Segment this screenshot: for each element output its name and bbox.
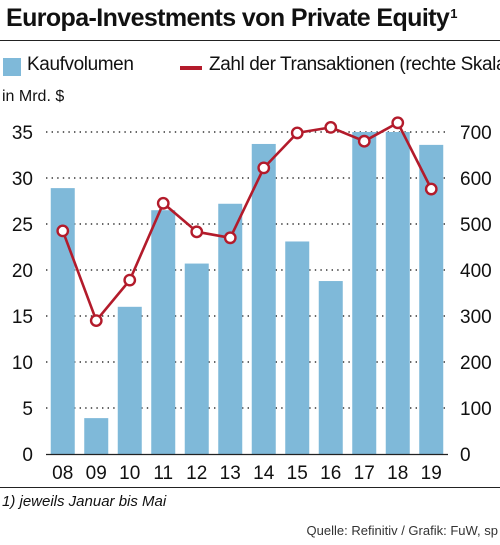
bar-09 [84,418,109,454]
bar-17 [352,132,377,454]
transactions-line [61,121,433,322]
bar-19 [419,144,444,454]
transactions-point-19 [424,182,438,196]
bar-12 [184,263,209,454]
left-tick-label-1: 5 [22,399,33,420]
transactions-point-08 [56,224,70,238]
right-tick-label-1: 100 [460,399,492,420]
x-tick-label-17: 17 [354,463,375,484]
transactions-point-11 [156,196,170,210]
transactions-point-10 [123,273,137,287]
left-tick-label-4: 20 [12,261,33,282]
x-tick-label-19: 19 [421,463,442,484]
left-axis-unit-label: in Mrd. $ [2,88,65,105]
x-tick-label-15: 15 [287,463,308,484]
right-tick-label-5: 500 [460,215,492,236]
chart-title: Europa-Investments von Private Equity1 [6,4,457,33]
transactions-point-18 [391,116,405,130]
x-tick-label-09: 09 [86,463,107,484]
legend: Kaufvolumen Zahl der Transaktionen (rech… [0,48,500,82]
chart-plot: 0 5 10 15 20 25 30 35 0 100 200 300 400 500 600 700 08 09… [12,116,492,484]
transactions-point-15 [290,126,304,140]
left-tick-label-6: 30 [12,169,33,190]
right-tick-label-3: 300 [460,307,492,328]
right-tick-label-2: 200 [460,353,492,374]
title-footnote-marker: 1 [450,6,457,21]
bar-10 [117,306,142,454]
bar-15 [285,241,310,454]
bar-16 [318,281,343,454]
right-tick-label-7: 700 [460,123,492,144]
left-tick-label-7: 35 [12,123,33,144]
x-tick-label-11: 11 [153,463,173,484]
left-tick-label-3: 15 [12,307,33,328]
top-rule [0,40,500,41]
legend-line-label: Zahl der Transaktionen (rechte Skala) [209,54,500,75]
legend-bar-swatch [3,58,21,76]
transactions-point-16 [324,121,338,134]
right-tick-label-6: 600 [460,169,492,190]
right-tick-label-0: 0 [460,445,471,466]
x-tick-label-18: 18 [387,463,408,484]
legend-bar-label: Kaufvolumen [27,54,134,75]
bar-11 [151,210,176,454]
bar-14 [251,143,276,454]
left-tick-label-0: 0 [22,445,33,466]
x-tick-label-13: 13 [220,463,241,484]
transactions-point-12 [190,225,204,239]
transactions-point-17 [357,134,371,148]
transactions-point-09 [89,314,103,327]
x-tick-label-12: 12 [186,463,207,484]
bar-18 [385,132,410,454]
chart-title-text: Europa-Investments von Private Equity [6,4,450,32]
bottom-rule [0,487,500,488]
left-tick-label-5: 25 [12,215,33,236]
left-tick-label-2: 10 [12,353,33,374]
source-credit: Quelle: Refinitiv / Grafik: FuW, sp [306,523,498,538]
x-tick-label-10: 10 [119,463,140,484]
x-tick-label-14: 14 [253,463,275,484]
legend-line-swatch [180,66,202,70]
x-tick-label-08: 08 [52,463,73,484]
transactions-point-14 [257,161,271,175]
bar-13 [218,203,243,454]
x-tick-label-16: 16 [320,463,341,484]
transactions-point-13 [223,231,237,245]
right-tick-label-4: 400 [460,261,492,282]
footnote: 1) jeweils Januar bis Mai [2,493,167,510]
